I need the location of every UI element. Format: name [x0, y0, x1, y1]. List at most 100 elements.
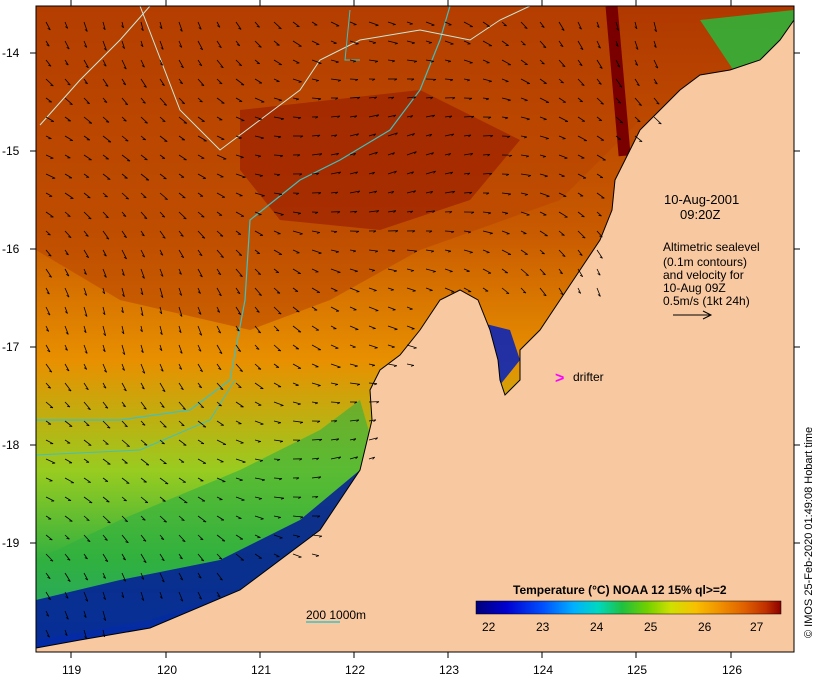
velocity-arrow	[216, 401, 222, 407]
velocity-arrow	[558, 21, 565, 31]
velocity-arrow	[349, 190, 360, 194]
velocity-arrow	[273, 496, 284, 499]
velocity-arrow-head	[580, 47, 584, 50]
velocity-arrow-head	[164, 198, 168, 200]
velocity-arrow	[197, 40, 204, 50]
velocity-arrow-head	[430, 250, 435, 253]
velocity-arrow	[558, 173, 565, 177]
velocity-arrow-head	[49, 406, 53, 409]
velocity-arrow-head	[545, 138, 549, 140]
velocity-arrow	[311, 476, 321, 479]
velocity-arrow-head	[199, 100, 203, 103]
velocity-arrow-head	[123, 235, 127, 238]
velocity-arrow	[577, 249, 583, 256]
velocity-arrow-head	[242, 176, 246, 179]
velocity-arrow-head	[562, 65, 566, 68]
velocity-arrow-head	[126, 445, 130, 447]
velocity-arrow-head	[122, 352, 126, 355]
velocity-arrow-head	[220, 388, 224, 390]
velocity-arrow	[387, 249, 396, 252]
velocity-arrow-head	[297, 331, 301, 333]
velocity-arrow-head	[242, 461, 246, 463]
velocity-arrow-head	[86, 424, 90, 427]
velocity-arrow-head	[182, 540, 186, 542]
velocity-arrow	[102, 192, 108, 198]
velocity-arrow	[102, 173, 111, 180]
velocity-arrow-head	[86, 519, 90, 521]
velocity-arrow-head	[85, 255, 89, 259]
velocity-arrow-head	[431, 152, 434, 155]
velocity-arrow-head	[276, 292, 281, 294]
velocity-arrow-head	[103, 64, 107, 67]
velocity-arrow	[45, 287, 50, 295]
velocity-arrow-head	[88, 122, 92, 124]
credit-text: © IMOS 25-Feb-2020 01:49:08 Hobart time	[803, 427, 815, 638]
velocity-arrow	[178, 268, 182, 275]
velocity-arrow-head	[353, 153, 357, 156]
velocity-arrow	[273, 287, 281, 294]
velocity-arrow-head	[393, 114, 397, 118]
velocity-arrow	[634, 78, 640, 86]
velocity-arrow	[64, 230, 72, 238]
velocity-arrow	[653, 97, 660, 105]
velocity-arrow	[159, 192, 168, 200]
velocity-arrow-head	[355, 43, 359, 45]
velocity-arrow	[539, 21, 545, 28]
velocity-arrow-head	[374, 96, 378, 100]
velocity-arrow	[406, 40, 415, 44]
velocity-arrow	[254, 268, 262, 275]
velocity-arrow-head	[160, 538, 165, 540]
velocity-arrow-head	[122, 368, 125, 371]
velocity-arrow-head	[260, 137, 264, 140]
timestamp-time: 09:20Z	[680, 207, 721, 222]
velocity-arrow	[45, 534, 53, 541]
velocity-arrow-head	[218, 45, 222, 49]
colorbar-tick: 26	[698, 620, 712, 634]
velocity-arrow-head	[467, 172, 471, 176]
velocity-arrow-head	[66, 274, 70, 277]
velocity-arrow	[159, 59, 164, 66]
velocity-arrow	[482, 268, 492, 274]
velocity-arrow-head	[220, 235, 224, 237]
velocity-arrow	[254, 173, 263, 177]
velocity-arrow	[102, 439, 109, 445]
velocity-arrow	[178, 59, 184, 68]
velocity-arrow	[216, 344, 223, 354]
velocity-arrow-head	[635, 47, 639, 50]
velocity-arrow	[102, 154, 109, 160]
velocity-arrow	[102, 591, 106, 600]
velocity-arrow-head	[391, 191, 395, 194]
velocity-arrow	[102, 59, 107, 67]
velocity-arrow-head	[261, 195, 265, 197]
velocity-arrow	[444, 115, 452, 118]
velocity-arrow	[83, 173, 90, 178]
velocity-arrow	[292, 211, 301, 214]
velocity-arrow-head	[201, 236, 206, 239]
velocity-arrow	[463, 134, 471, 137]
velocity-arrow	[83, 610, 87, 618]
velocity-arrow-head	[201, 84, 205, 87]
velocity-arrow	[254, 458, 263, 461]
velocity-arrow-head	[124, 103, 128, 106]
velocity-arrow-head	[238, 254, 242, 256]
velocity-arrow	[83, 401, 91, 410]
velocity-arrow	[83, 515, 90, 521]
velocity-arrow	[121, 230, 127, 238]
velocity-arrow	[216, 211, 223, 216]
velocity-arrow-head	[579, 274, 583, 278]
velocity-arrow	[558, 135, 566, 139]
velocity-arrow-head	[450, 171, 454, 175]
velocity-arrow	[368, 249, 378, 252]
velocity-arrow-head	[66, 537, 70, 540]
velocity-arrow-head	[335, 251, 339, 253]
velocity-arrow	[425, 59, 434, 62]
velocity-arrow-head	[337, 79, 342, 82]
velocity-arrow	[121, 515, 128, 522]
velocity-arrow-head	[125, 197, 129, 200]
velocity-arrow	[159, 553, 165, 561]
velocity-arrow-head	[318, 192, 322, 195]
velocity-arrow-head	[143, 560, 147, 563]
velocity-arrow-head	[122, 46, 125, 49]
velocity-arrow	[254, 344, 260, 350]
velocity-arrow	[273, 59, 282, 66]
